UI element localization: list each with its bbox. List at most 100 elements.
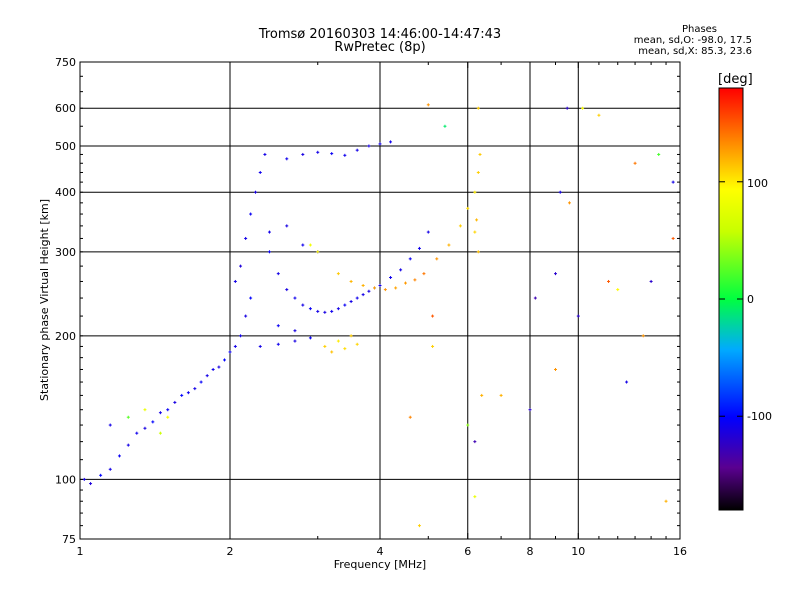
colorbar-tick-label: 0 [747,293,754,306]
data-point [193,387,197,391]
data-point [473,230,477,234]
data-point [316,250,320,254]
data-point [581,106,585,110]
data-point [597,113,601,117]
data-point [258,170,262,174]
data-point [349,279,353,283]
data-point [447,243,451,247]
data-point [528,408,532,412]
data-point [422,272,426,276]
data-point [308,243,312,247]
data-point [308,336,312,340]
x-axis-label: Frequency [MHz] [334,558,426,571]
x-tick-label: 6 [464,545,471,558]
data-point [649,279,653,283]
y-tick-label: 200 [55,330,76,343]
data-point [267,250,271,254]
data-point [186,391,190,395]
data-point [253,190,257,194]
data-point [435,257,439,261]
data-point [293,339,297,343]
y-axis-tick-labels: 75 100 200 300 400 500 600 750 [55,56,76,546]
y-tick-label: 100 [55,473,76,486]
data-point [367,289,371,293]
colorbar-tick-label: 100 [747,177,768,190]
data-point [664,499,668,503]
data-point [89,482,93,486]
data-point [473,190,477,194]
data-point [166,408,170,412]
data-point [135,431,139,435]
data-point [607,279,611,283]
data-point [343,303,347,307]
data-point [285,288,289,292]
y-axis-label: Stationary phase Virtual Height [km] [38,199,51,401]
data-point [239,334,243,338]
data-point [553,367,557,371]
data-point [158,431,162,435]
data-point [180,393,184,397]
y-tick-label: 600 [55,102,76,115]
data-point [316,150,320,154]
data-point [276,324,280,328]
data-point [657,152,661,156]
data-point [285,157,289,161]
data-point [301,243,305,247]
data-point [82,477,86,481]
data-point [355,296,359,300]
x-tick-label: 4 [377,545,384,558]
data-point [394,286,398,290]
data-point [336,272,340,276]
data-point [293,296,297,300]
data-point [336,339,340,343]
data-point [378,283,382,287]
y-tick-label: 750 [55,56,76,69]
data-point [567,201,571,205]
y-tick-label: 75 [62,533,76,546]
data-point [276,342,280,346]
phase-x-mode-stats: mean, sd,X: 85.3, 23.6 [638,46,752,57]
phases-header: Phases [681,24,718,35]
data-point [399,268,403,272]
data-point [361,283,365,287]
data-point [389,140,393,144]
data-point [616,288,620,292]
data-point [228,350,232,354]
data-point [355,148,359,152]
data-point [244,236,248,240]
data-point [389,276,393,280]
data-point [499,393,503,397]
data-point [408,257,412,261]
data-point [633,161,637,165]
plot-grid [80,62,680,539]
data-point [458,224,462,228]
data-point [249,212,253,216]
data-point [143,408,147,412]
data-point [217,365,221,369]
data-point [126,443,130,447]
data-point [151,420,155,424]
data-point [258,344,262,348]
data-point [361,293,365,297]
data-point [293,329,297,333]
data-point [173,400,177,404]
data-point [308,307,312,311]
phase-statistics: Phases mean, sd,O: -98.0, 17.5 mean, sd,… [552,24,752,57]
chart-subtitle: RwPretec (8p) [334,40,426,55]
data-point [473,495,477,499]
data-point [233,279,237,283]
data-point [249,296,253,300]
data-point [276,272,280,276]
data-point [316,309,320,313]
phase-o-mode-stats: mean, sd,O: -98.0, 17.5 [633,35,752,46]
data-point [625,380,629,384]
data-point [565,106,569,110]
data-point [143,426,147,430]
chart-title: Tromsø 20160303 14:46:00-14:47:43 [258,27,502,42]
data-point [285,224,289,228]
colorbar-tick-label: -100 [747,410,772,423]
data-point [343,153,347,157]
x-tick-label: 1 [77,545,84,558]
data-point [355,342,359,346]
